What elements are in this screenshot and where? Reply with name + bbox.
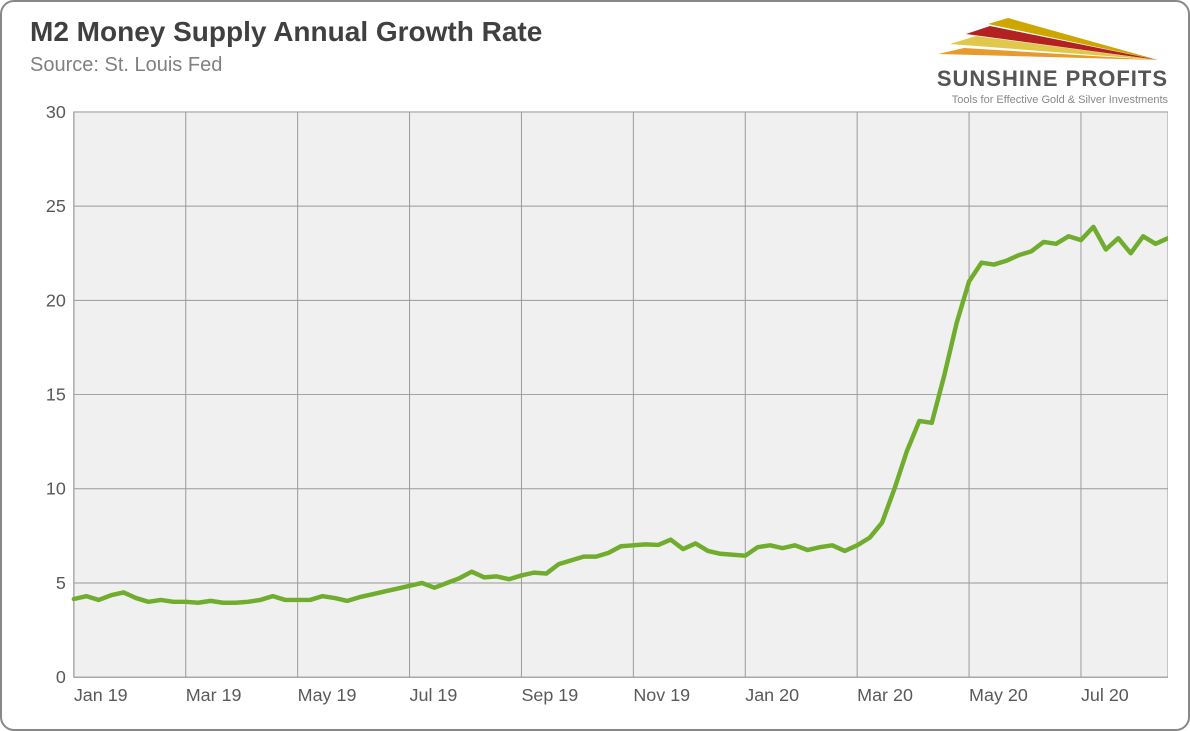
x-tick-label: Jul 19 <box>410 685 458 705</box>
y-tick-label: 10 <box>46 479 66 499</box>
x-tick-label: Sep 19 <box>521 685 578 705</box>
brand-logo: SUNSHINE PROFITS Tools for Effective Gol… <box>868 18 1168 106</box>
x-tick-label: Jul 20 <box>1081 685 1129 705</box>
line-chart: 0 5 10 15 20 25 30 Jan 19 Mar 19 May 19 Jul 19 Sep … <box>30 102 1168 707</box>
x-tick-label: Mar 19 <box>186 685 242 705</box>
y-tick-label: 15 <box>46 385 66 405</box>
y-tick-label: 25 <box>46 196 66 216</box>
y-tick-label: 20 <box>46 290 66 310</box>
x-tick-label: Jan 20 <box>745 685 799 705</box>
brand-name: SUNSHINE PROFITS <box>868 66 1168 92</box>
x-tick-label: May 20 <box>969 685 1028 705</box>
chart-card: M2 Money Supply Annual Growth Rate Sourc… <box>0 0 1190 731</box>
y-tick-label: 30 <box>46 102 66 122</box>
chart-svg: 0 5 10 15 20 25 30 Jan 19 Mar 19 May 19 Jul 19 Sep … <box>30 102 1168 707</box>
x-tick-label: Nov 19 <box>633 685 690 705</box>
x-tick-label: Jan 19 <box>74 685 128 705</box>
x-tick-label: May 19 <box>298 685 357 705</box>
x-tick-label: Mar 20 <box>857 685 913 705</box>
sunburst-icon <box>868 18 1168 64</box>
y-tick-label: 5 <box>56 573 66 593</box>
y-tick-label: 0 <box>56 667 66 687</box>
